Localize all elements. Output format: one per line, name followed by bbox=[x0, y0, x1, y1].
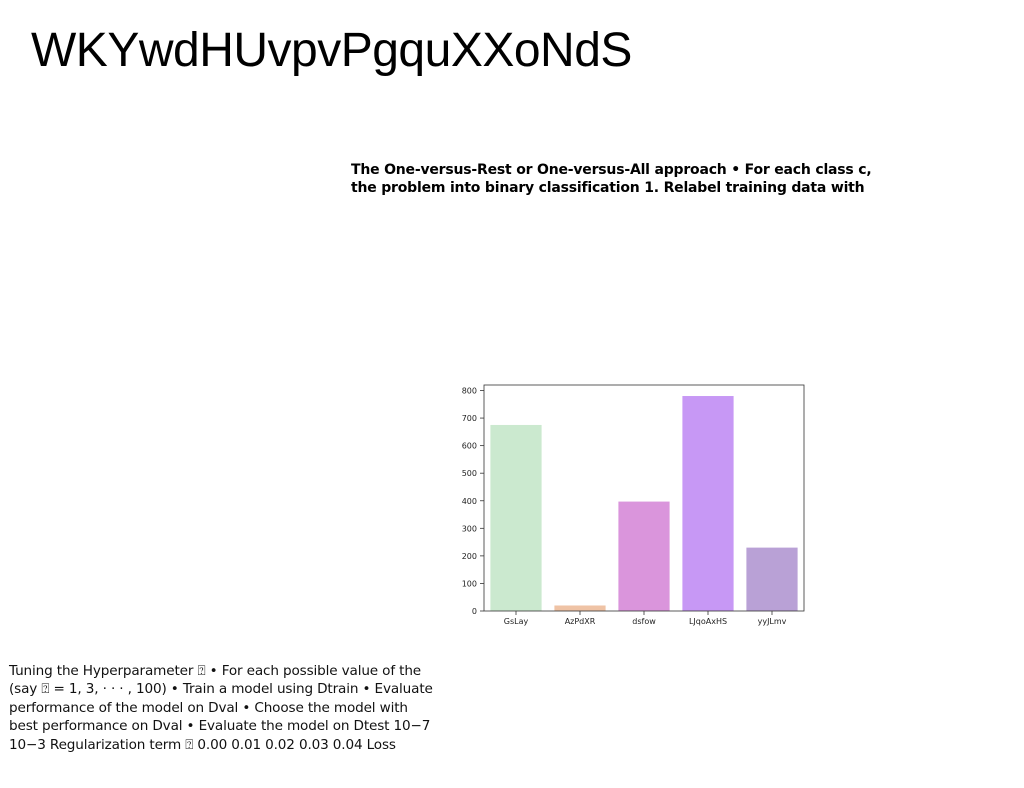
x-tick-label: yyJLmv bbox=[758, 617, 787, 626]
notes-line: performance of the model on Dval • Choos… bbox=[9, 699, 408, 716]
bar-chart: 0 100 200 300 400 500 600 700 800 GsLay AzPdXR dsfo… bbox=[446, 372, 818, 634]
notes-line: 10−3 Regularization term ⍰ 0.00 0.01 0.0… bbox=[9, 736, 396, 753]
notes-line: best performance on Dval • Evaluate the … bbox=[9, 718, 431, 735]
bar bbox=[554, 605, 606, 611]
x-tick-label: AzPdXR bbox=[565, 617, 596, 626]
callout-line: the problem into binary classification 1… bbox=[351, 180, 865, 196]
notes-text: Tuning the Hyperparameter ⍰ • For each p… bbox=[9, 662, 469, 754]
y-tick-label: 200 bbox=[462, 552, 477, 561]
y-tick-label: 0 bbox=[472, 607, 477, 616]
x-tick-label: LJqoAxHS bbox=[689, 617, 727, 626]
callout-text: The One-versus-Rest or One-versus-All ap… bbox=[351, 161, 951, 197]
x-tick-label: dsfow bbox=[632, 617, 656, 626]
bar bbox=[490, 424, 542, 611]
bar bbox=[618, 501, 670, 611]
y-tick-label: 600 bbox=[462, 442, 477, 451]
y-tick-label: 100 bbox=[462, 579, 477, 588]
notes-line: Tuning the Hyperparameter ⍰ • For each p… bbox=[9, 663, 422, 679]
y-tick-label: 800 bbox=[462, 387, 477, 396]
y-tick-label: 400 bbox=[462, 497, 477, 506]
bar bbox=[746, 547, 798, 611]
notes-line: (say ⍰ = 1, 3, · · · , 100) • Train a mo… bbox=[9, 681, 433, 698]
x-tick-label: GsLay bbox=[504, 617, 529, 626]
y-tick-label: 500 bbox=[462, 469, 477, 478]
bar-chart-svg: 0 100 200 300 400 500 600 700 800 GsLay AzPdXR dsfo… bbox=[462, 384, 805, 626]
callout-line: The One-versus-Rest or One-versus-All ap… bbox=[351, 162, 872, 178]
y-tick-label: 300 bbox=[462, 524, 477, 533]
bar bbox=[682, 396, 734, 611]
page-title: WKYwdHUvpvPgquXXoNdS bbox=[31, 24, 632, 77]
y-tick-label: 700 bbox=[462, 414, 477, 423]
